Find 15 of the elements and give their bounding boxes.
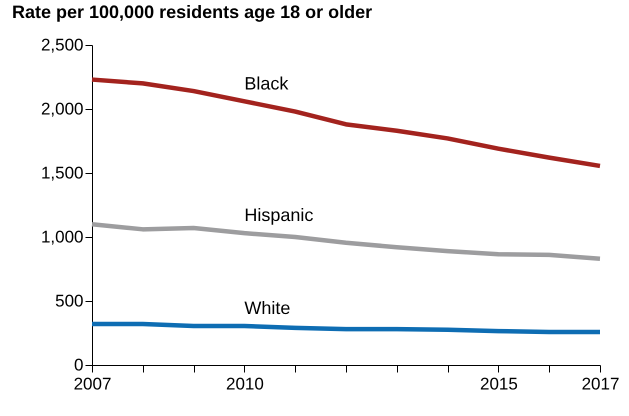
x-tick-label: 2017 <box>582 374 620 394</box>
series-label: White <box>244 298 290 318</box>
y-tick-label: 1,000 <box>40 228 84 246</box>
x-tick-label: 2007 <box>74 374 112 394</box>
series-label: Black <box>244 73 290 94</box>
y-tick-label: 0 <box>74 356 84 374</box>
y-tick-label: 2,500 <box>40 36 84 54</box>
y-tick-label: 2,000 <box>40 100 84 118</box>
series-label: Hispanic <box>244 205 314 226</box>
y-tick-label: 500 <box>55 292 84 310</box>
x-tick-label: 2015 <box>480 374 518 394</box>
y-tick-label: 1,500 <box>40 164 84 182</box>
line-series <box>90 77 602 168</box>
chart-title: Rate per 100,000 residents age 18 or older <box>12 2 372 22</box>
x-tick-label: 2010 <box>226 374 264 394</box>
